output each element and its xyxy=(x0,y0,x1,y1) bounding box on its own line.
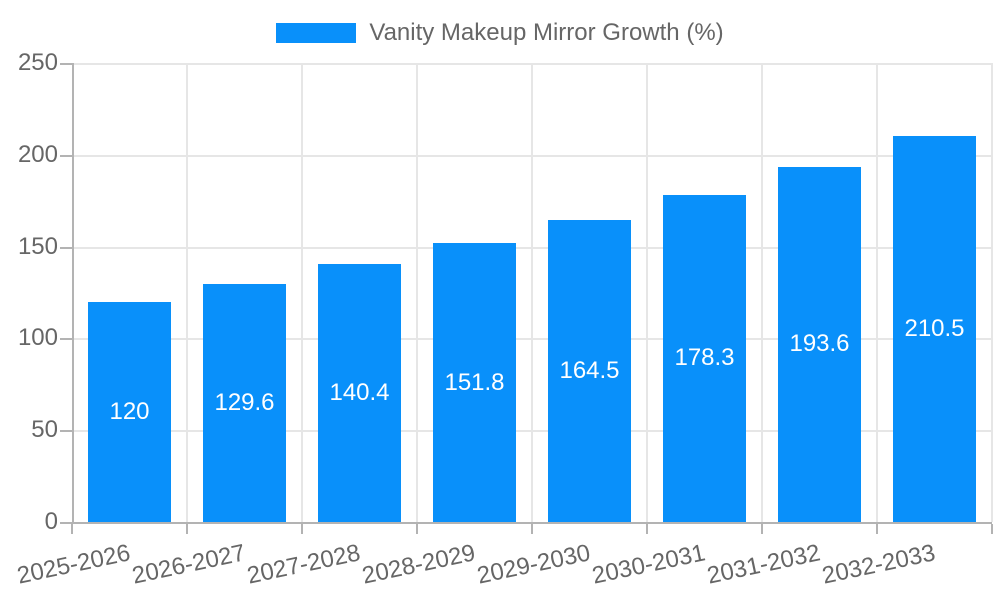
y-tick-mark-0 xyxy=(60,522,72,524)
bar-value-label: 164.5 xyxy=(559,356,620,384)
y-tick-mark-200 xyxy=(60,154,72,157)
legend-label: Vanity Makeup Mirror Growth (%) xyxy=(369,19,724,46)
y-tick-label-0: 0 xyxy=(44,508,58,535)
y-tick-label-250: 250 xyxy=(17,49,58,76)
bar-value-label: 151.8 xyxy=(444,368,505,396)
bar-value-label: 129.6 xyxy=(214,389,275,417)
v-gridline-4 xyxy=(531,63,533,522)
x-tick-mark-7 xyxy=(876,524,878,534)
bar-2026-2027[interactable]: 129.6 xyxy=(203,284,286,522)
bar-2031-2032[interactable]: 193.6 xyxy=(778,166,861,522)
v-gridline-1 xyxy=(186,63,188,522)
v-gridline-7 xyxy=(876,63,878,522)
y-tick-mark-50 xyxy=(60,430,72,433)
x-tick-mark-2 xyxy=(301,524,303,534)
v-gridline-6 xyxy=(761,63,763,522)
v-gridline-5 xyxy=(646,63,648,522)
x-axis-line xyxy=(60,522,992,524)
bar-2025-2026[interactable]: 120 xyxy=(88,301,171,522)
v-gridline-8 xyxy=(991,63,993,522)
bar-2029-2030[interactable]: 164.5 xyxy=(548,219,631,522)
bar-2027-2028[interactable]: 140.4 xyxy=(318,264,401,522)
bar-2030-2031[interactable]: 178.3 xyxy=(663,194,746,522)
plot-area: 120 129.6 140.4 151.8 164.5 178.3 193.6 210.5 xyxy=(60,63,993,534)
bar-value-label: 193.6 xyxy=(789,330,850,358)
bar-value-label: 120 xyxy=(109,397,150,425)
x-tick-mark-6 xyxy=(761,524,763,534)
bar-2028-2029[interactable]: 151.8 xyxy=(433,243,516,522)
x-tick-mark-3 xyxy=(416,524,418,534)
y-axis-line xyxy=(72,63,74,524)
y-tick-label-50: 50 xyxy=(31,416,58,444)
bar-value-label: 140.4 xyxy=(329,379,390,407)
y-tick-mark-100 xyxy=(60,338,72,341)
x-tick-mark-5 xyxy=(646,524,648,534)
y-tick-label-150: 150 xyxy=(17,232,58,260)
v-gridline-3 xyxy=(416,63,418,522)
legend[interactable]: Vanity Makeup Mirror Growth (%) xyxy=(0,19,1000,47)
legend-swatch[interactable] xyxy=(276,23,357,43)
x-tick-mark-8 xyxy=(991,524,993,534)
x-tick-mark-1 xyxy=(186,524,188,534)
bar-value-label: 210.5 xyxy=(904,314,965,342)
y-tick-label-200: 200 xyxy=(17,140,58,168)
bar-2032-2033[interactable]: 210.5 xyxy=(893,135,976,522)
y-tick-mark-250 xyxy=(60,63,72,65)
x-tick-mark-4 xyxy=(531,524,533,534)
y-tick-label-100: 100 xyxy=(17,324,58,352)
v-gridline-2 xyxy=(301,63,303,522)
y-tick-mark-150 xyxy=(60,246,72,249)
bar-value-label: 178.3 xyxy=(674,344,735,372)
x-tick-mark-0 xyxy=(71,524,73,534)
